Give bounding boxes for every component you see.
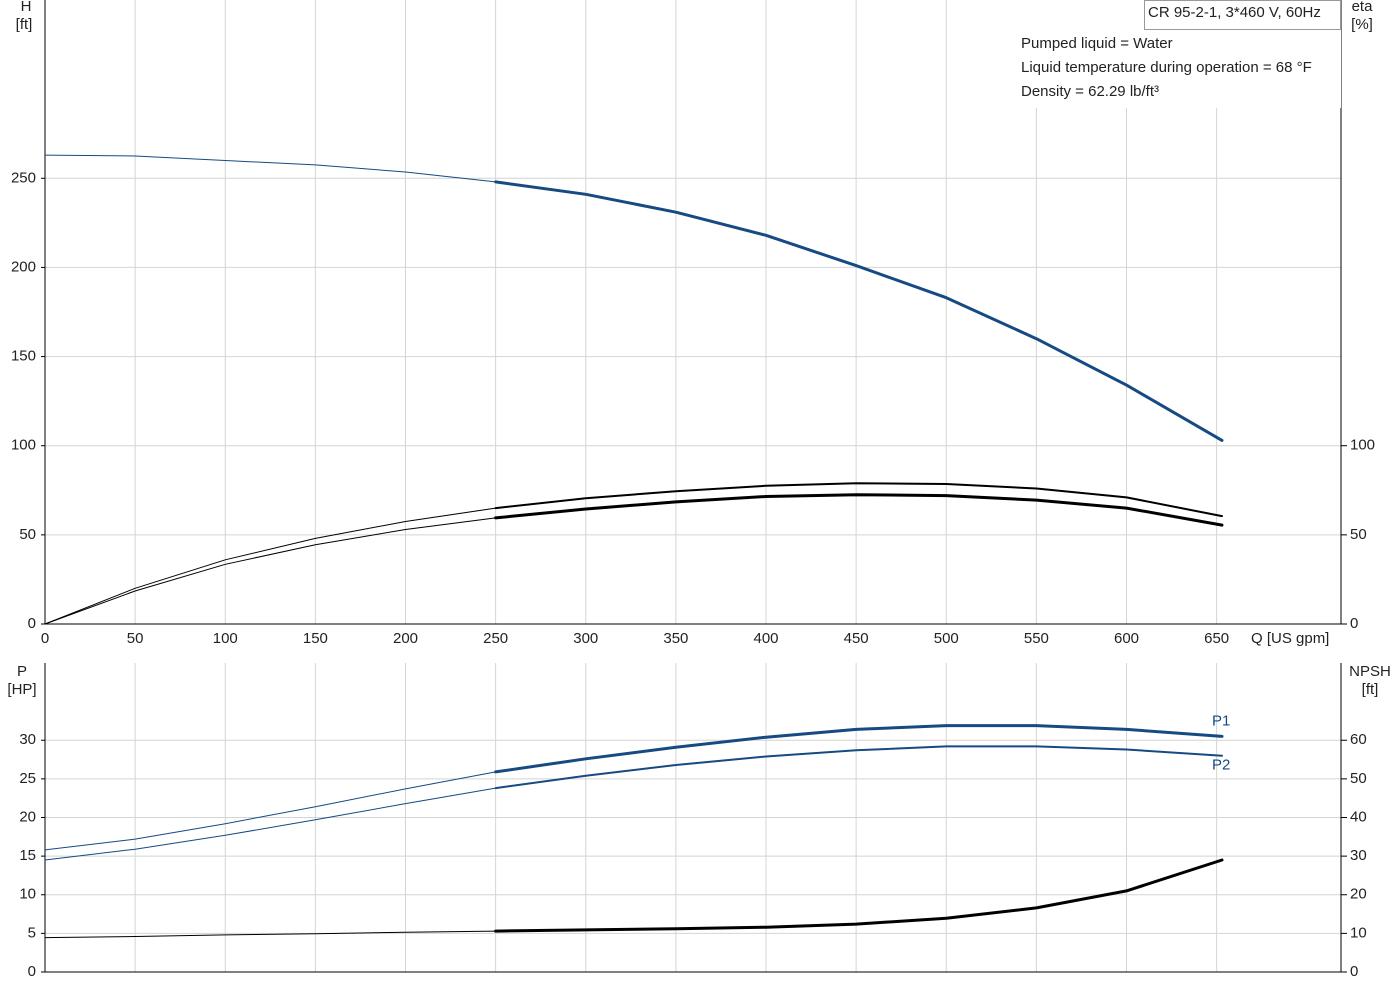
y2-axis-unit: [%] [1351, 16, 1373, 33]
curve-duty-range [494, 493, 1224, 527]
y-tick-label: 30 [19, 731, 36, 748]
grid-layer: 0 50 100 150 200 250 300 350 400 450 500 550 600 6500… [11, 0, 1375, 980]
curve-duty-range [494, 180, 1224, 442]
y2-tick-label: 0 [1350, 963, 1358, 980]
y2-tick-label: 20 [1350, 886, 1367, 903]
y-tick-label: 0 [28, 963, 36, 980]
note: Density = 62.29 lb/ft³ [1021, 83, 1159, 100]
y-tick-label: 0 [28, 615, 36, 632]
note: Liquid temperature during operation = 68… [1021, 59, 1312, 76]
y2-axis-label: eta [1352, 0, 1374, 15]
curve-label: P2 [1212, 757, 1230, 774]
x-tick-label: 300 [573, 630, 598, 647]
y-tick-label: 150 [11, 348, 36, 365]
y2-tick-label: 30 [1350, 847, 1367, 864]
y-axis-label: P [17, 663, 27, 680]
curve-duty-range [494, 745, 1223, 790]
x-tick-label: 0 [41, 630, 49, 647]
curve [44, 745, 1223, 861]
y-tick-label: 50 [19, 526, 36, 543]
curves-layer: P1 P2 [44, 154, 1230, 939]
curve [44, 859, 1223, 939]
curve [44, 725, 1223, 851]
chart-title: CR 95-2-1, 3*460 V, 60Hz [1148, 4, 1321, 21]
y2-axis-unit: [ft] [1362, 681, 1379, 698]
y-tick-label: 20 [19, 808, 36, 825]
y2-tick-label: 40 [1350, 808, 1367, 825]
y-axis-unit: [ft] [16, 16, 33, 33]
y-tick-label: 10 [19, 886, 36, 903]
x-tick-label: 500 [934, 630, 959, 647]
y2-tick-label: 0 [1350, 615, 1358, 632]
y-tick-label: 200 [11, 258, 36, 275]
curve-label: P1 [1212, 712, 1230, 729]
title-box [1144, 0, 1341, 30]
y-axis-unit: [HP] [7, 681, 36, 698]
x-tick-label: 600 [1114, 630, 1139, 647]
x-tick-label: 450 [844, 630, 869, 647]
y-tick-label: 25 [19, 770, 36, 787]
y-tick-label: 5 [28, 924, 36, 941]
x-tick-label: 400 [753, 630, 778, 647]
x-tick-label: 550 [1024, 630, 1049, 647]
curve-duty-range [494, 482, 1223, 518]
x-tick-label: 50 [127, 630, 144, 647]
y2-tick-label: 10 [1350, 924, 1367, 941]
x-tick-label: 200 [393, 630, 418, 647]
y2-axis-label: NPSH [1349, 663, 1391, 680]
note: Pumped liquid = Water [1021, 35, 1173, 52]
x-axis-label: Q [US gpm] [1251, 630, 1329, 647]
x-tick-label: 250 [483, 630, 508, 647]
curve-duty-range [494, 724, 1224, 774]
x-tick-label: 150 [303, 630, 328, 647]
y-axis-label: H [21, 0, 32, 15]
x-tick-label: 100 [213, 630, 238, 647]
y-tick-label: 100 [11, 437, 36, 454]
y-tick-label: 250 [11, 169, 36, 186]
y2-tick-label: 50 [1350, 770, 1367, 787]
y-tick-label: 15 [19, 847, 36, 864]
x-tick-label: 350 [663, 630, 688, 647]
curve [44, 494, 1223, 625]
y2-tick-label: 100 [1350, 437, 1375, 454]
curve [44, 154, 1223, 441]
curve-duty-range [494, 858, 1224, 933]
y2-tick-label: 50 [1350, 526, 1367, 543]
y2-tick-label: 60 [1350, 731, 1367, 748]
x-tick-label: 650 [1204, 630, 1229, 647]
